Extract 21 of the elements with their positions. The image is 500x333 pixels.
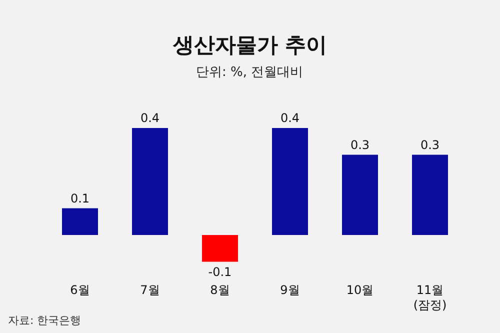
x-tick-label: 6월 <box>70 283 90 297</box>
text: 자료: 한국은행 <box>8 314 82 327</box>
x-tick-label: 8월 <box>210 283 230 297</box>
bar <box>62 208 98 235</box>
bar <box>132 128 168 235</box>
x-tick-label: 10월 <box>346 283 374 297</box>
data-label: 0.4 <box>280 111 300 125</box>
data-label: 0.3 <box>350 138 370 152</box>
bar <box>272 128 308 235</box>
x-tick-label: 7월 <box>140 283 160 297</box>
x-tick-label: 11월 (잠정) <box>413 283 447 312</box>
bar <box>412 154 448 235</box>
x-tick-label: 9월 <box>280 283 300 297</box>
data-label: 0.3 <box>420 138 440 152</box>
bar <box>342 154 378 235</box>
data-label: -0.1 <box>208 264 232 279</box>
data-label: 0.1 <box>70 191 90 206</box>
bar <box>202 235 238 262</box>
chart-title: 생산자물가 추이 <box>172 33 328 57</box>
data-label: 0.4 <box>140 111 160 125</box>
chart-subtitle: 단위: %, 전월대비 <box>196 65 304 80</box>
